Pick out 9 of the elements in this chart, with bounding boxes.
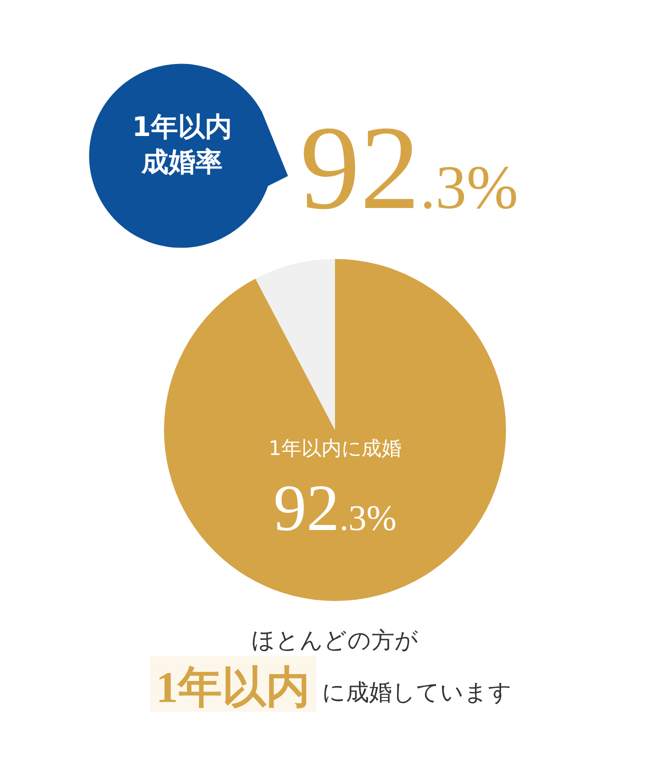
pie-slice — [164, 259, 506, 601]
chart-title: 1年以内成婚率 — [131, 111, 233, 180]
slice-label: 1年以内に成婚 — [268, 436, 402, 460]
text: ほとんどの方が — [252, 628, 418, 654]
text: 92.3% — [300, 101, 518, 234]
text: に成婚しています — [322, 680, 512, 706]
data-label: 92.3% — [274, 472, 396, 545]
text: 1年以内 — [156, 663, 310, 712]
pie-slice — [255, 259, 335, 430]
